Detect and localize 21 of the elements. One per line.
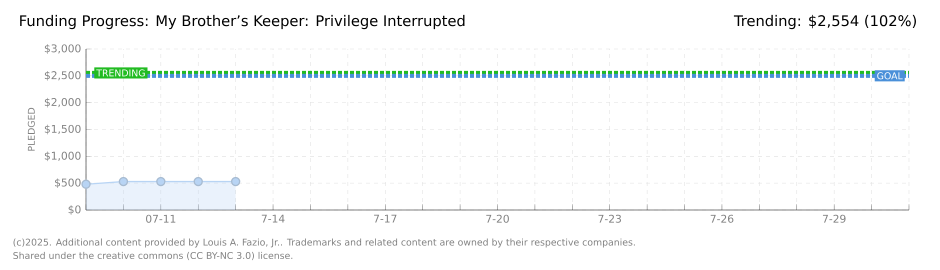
x-tick-label: 7-29 [822, 214, 846, 223]
ref-line-label: GOAL [877, 72, 903, 80]
y-tick-label: $500 [55, 178, 81, 188]
chart-title: Funding Progress: My Brother’s Keeper: Privilege Interrupted [20, 14, 464, 30]
y-axis-title: PLEDGED [28, 108, 35, 151]
x-tick-label: 07-11 [146, 214, 176, 223]
x-tick-label: 7-26 [710, 214, 734, 223]
y-tick-label: $2,000 [44, 98, 81, 108]
y-tick-label: $1,500 [44, 124, 81, 134]
y-tick-label: $2,500 [44, 71, 81, 81]
x-tick-label: 7-20 [486, 214, 509, 223]
x-tick-label: 7-23 [598, 214, 621, 223]
chart-subtitle: Trending: $2,554 (102%) [734, 14, 916, 30]
text: (c)2025. Additional content provided by Louis A. Fazio, Jr.. Trademarks and related content are owned by their respective companies. [14, 238, 635, 248]
y-tick-label: $1,000 [44, 151, 81, 162]
text: Shared under the creative commons (CC BY-NC 3.0) license. [13, 252, 292, 260]
x-tick-label: 7-17 [374, 214, 396, 222]
y-tick-label: $0 [68, 205, 81, 215]
y-tick-label: $3,000 [44, 44, 81, 54]
ref-line-label: TRENDING [96, 69, 145, 76]
x-tick-label: 7-14 [262, 214, 285, 222]
